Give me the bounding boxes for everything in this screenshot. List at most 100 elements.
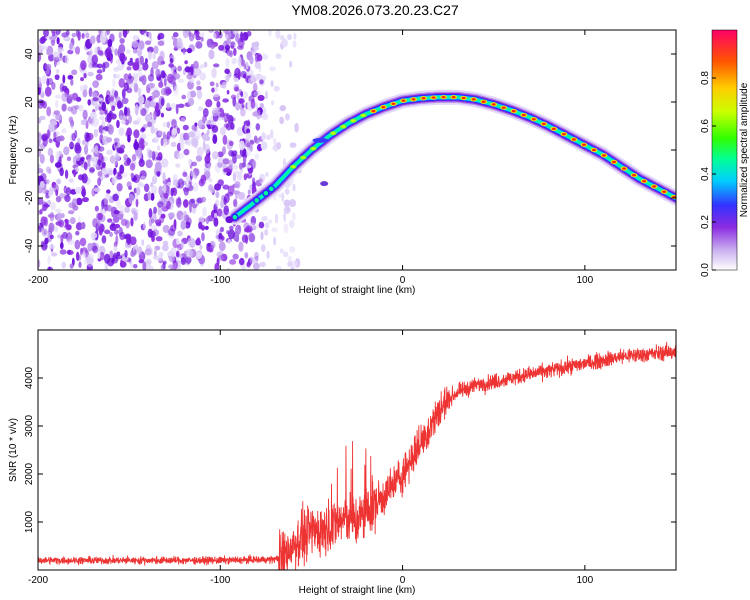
noise-blob [281, 38, 288, 48]
noise-blob [153, 110, 157, 121]
noise-blob [153, 45, 159, 54]
noise-blob [247, 189, 251, 196]
noise-blob [67, 239, 75, 246]
noise-blob [200, 36, 204, 42]
noise-blob [48, 222, 55, 233]
ridge-blob-core [451, 96, 456, 99]
noise-blob [124, 206, 131, 213]
noise-blob [73, 169, 77, 178]
noise-blob [145, 159, 153, 169]
noise-blob [292, 183, 296, 192]
noise-blob [243, 173, 248, 181]
noise-blob [211, 87, 215, 93]
noise-blob [60, 213, 65, 219]
noise-blob [107, 38, 113, 48]
noise-blob [81, 32, 85, 39]
noise-blob [153, 248, 157, 259]
noise-blob [49, 36, 57, 41]
noise-blob [172, 260, 178, 270]
noise-blob [111, 222, 116, 228]
noise-blob [138, 40, 145, 50]
noise-blob [96, 69, 103, 74]
noise-blob [128, 114, 133, 124]
noise-blob [215, 107, 220, 114]
noise-blob [134, 104, 139, 115]
noise-blob [186, 47, 193, 54]
noise-blob [255, 123, 261, 131]
noise-blob [114, 48, 118, 56]
noise-blob [291, 212, 296, 221]
noise-blob [38, 76, 42, 84]
noise-blob [228, 159, 234, 170]
noise-blob [104, 229, 111, 235]
noise-blob [119, 115, 127, 121]
ridge-blob-core [411, 98, 416, 101]
noise-blob [142, 62, 149, 71]
noise-blob [214, 262, 220, 270]
noise-blob [161, 244, 169, 252]
noise-blob [155, 68, 161, 78]
noise-blob [150, 185, 158, 195]
noise-blob [184, 221, 191, 229]
noise-blob [119, 37, 125, 44]
noise-blob [214, 213, 218, 218]
noise-blob [99, 110, 105, 115]
noise-blob [195, 155, 203, 162]
noise-blob [55, 208, 62, 213]
noise-blob [71, 132, 76, 142]
noise-blob [104, 48, 112, 58]
noise-blob [142, 261, 147, 270]
noise-blob [118, 43, 126, 54]
noise-blob [265, 172, 269, 177]
noise-blob [46, 51, 53, 56]
noise-blob [154, 161, 162, 172]
noise-blob [229, 225, 234, 231]
noise-blob [64, 54, 69, 65]
noise-blob [269, 66, 276, 72]
noise-blob [142, 221, 146, 230]
noise-blob [97, 170, 103, 177]
ridge-blob-core [571, 138, 576, 141]
noise-blob [279, 105, 286, 112]
noise-blob [97, 212, 103, 221]
noise-blob [240, 70, 247, 79]
noise-blob [294, 122, 299, 133]
noise-blob [270, 100, 275, 106]
noise-blob [213, 93, 220, 98]
noise-blob [254, 46, 259, 51]
noise-blob [41, 201, 49, 211]
ridge-blob [262, 189, 270, 197]
noise-blob [162, 260, 167, 265]
noise-blob [103, 61, 110, 69]
noise-blob [133, 129, 140, 139]
noise-blob [55, 30, 61, 35]
noise-blob [151, 150, 156, 161]
noise-blob [176, 197, 182, 208]
noise-blob [279, 248, 284, 254]
noise-blob [129, 236, 137, 246]
noise-blob [46, 266, 54, 270]
noise-blob [120, 218, 128, 226]
noise-blob [67, 210, 75, 215]
noise-blob [149, 100, 157, 108]
noise-blob [140, 175, 146, 180]
noise-blob [62, 231, 68, 239]
noise-blob [59, 52, 63, 58]
noise-blob [133, 141, 140, 151]
noise-blob [289, 246, 296, 253]
noise-blob [151, 61, 159, 70]
noise-blob [61, 103, 67, 112]
noise-blob [260, 231, 264, 240]
noise-blob [62, 74, 66, 84]
noise-blob [116, 100, 123, 109]
spectrogram-x-label: Height of straight line (km) [299, 285, 416, 296]
noise-blob [50, 201, 56, 211]
noise-blob [78, 104, 84, 112]
noise-blob [53, 110, 61, 116]
noise-blob [155, 236, 163, 242]
noise-blob [173, 218, 177, 229]
noise-blob [182, 30, 189, 39]
noise-blob [48, 54, 55, 62]
ridge-blob [267, 185, 276, 193]
noise-blob [116, 174, 123, 180]
